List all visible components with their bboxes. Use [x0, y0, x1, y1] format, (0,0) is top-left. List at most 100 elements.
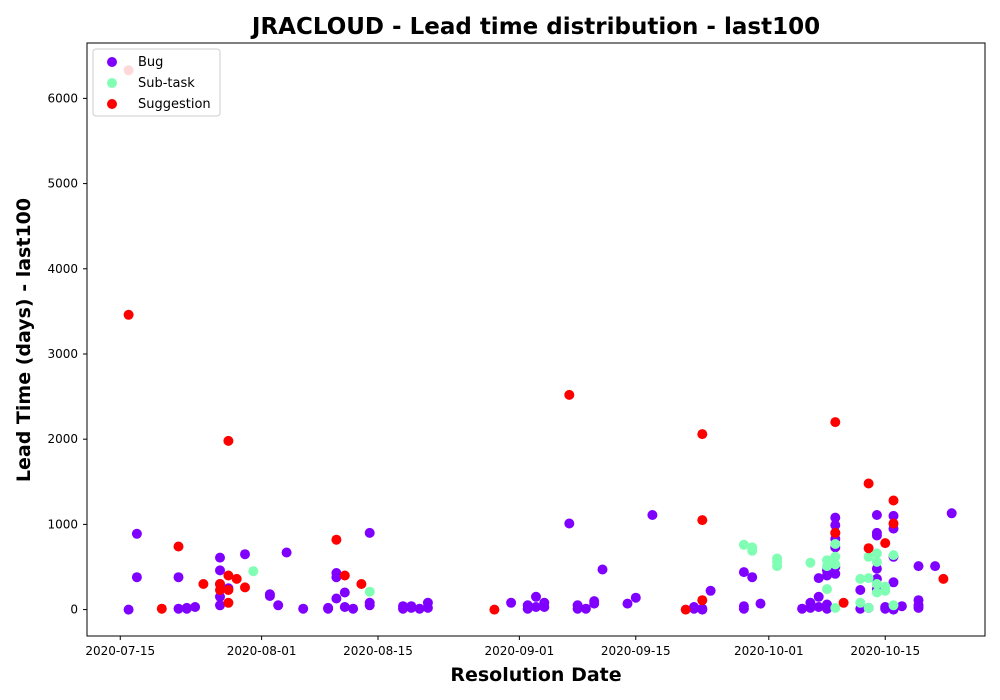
data-point — [830, 539, 841, 549]
data-point — [871, 548, 882, 559]
data-point — [813, 602, 824, 612]
data-point — [364, 527, 375, 538]
data-point — [689, 603, 699, 614]
data-point — [697, 604, 708, 615]
data-point — [697, 595, 708, 606]
data-point — [506, 597, 517, 608]
x-tick-label: 2020-09-01 — [484, 644, 554, 658]
data-point — [888, 577, 899, 588]
data-point — [830, 527, 841, 538]
data-point — [697, 429, 708, 440]
data-point — [863, 551, 874, 562]
data-point — [248, 566, 259, 577]
data-point — [173, 603, 184, 614]
data-point — [156, 603, 167, 614]
data-point — [589, 598, 600, 609]
data-point — [913, 561, 924, 572]
y-tick-label: 0 — [70, 603, 78, 617]
data-point — [572, 603, 583, 614]
data-point — [871, 530, 882, 541]
y-tick-label: 6000 — [47, 91, 78, 105]
x-axis-ticks: 2020-07-15 2020-08-01 2020-08-15 2020-09-01… — [85, 636, 920, 658]
data-point — [489, 604, 500, 615]
y-tick-label: 1000 — [47, 517, 78, 531]
legend-label: Bug — [138, 55, 163, 70]
data-point — [215, 552, 225, 563]
data-point — [331, 593, 342, 604]
data-point — [215, 565, 225, 576]
data-point — [647, 510, 658, 520]
data-point — [747, 545, 758, 556]
data-point — [855, 585, 866, 595]
data-point — [755, 598, 766, 609]
data-point — [522, 603, 533, 614]
data-point — [131, 572, 142, 583]
data-point — [871, 510, 882, 520]
data-point — [348, 603, 359, 614]
data-point — [531, 591, 541, 602]
data-point — [680, 604, 691, 615]
data-point — [880, 585, 891, 596]
data-point — [414, 603, 425, 614]
legend-marker — [107, 57, 117, 67]
data-point — [888, 600, 899, 611]
data-point — [830, 520, 841, 531]
data-point — [880, 603, 891, 614]
data-point — [580, 603, 591, 614]
data-point — [913, 595, 924, 606]
data-point — [863, 478, 874, 489]
data-point — [913, 602, 924, 613]
data-point — [747, 572, 758, 583]
data-point — [738, 567, 749, 578]
data-point — [123, 309, 134, 320]
data-point — [123, 604, 134, 615]
data-point — [863, 602, 874, 613]
data-point — [630, 592, 641, 603]
data-point — [830, 512, 841, 523]
data-point — [264, 591, 275, 601]
data-point — [813, 591, 824, 602]
data-point — [281, 547, 292, 558]
data-point — [622, 598, 633, 609]
legend-marker — [107, 78, 117, 88]
legend-label: Sub-task — [138, 76, 195, 91]
data-point — [697, 515, 708, 526]
plot-area-frame — [86, 42, 986, 637]
data-point — [406, 601, 417, 612]
data-point — [738, 539, 749, 550]
data-point — [564, 518, 575, 529]
data-point — [738, 603, 749, 614]
data-point — [339, 570, 350, 581]
data-point — [531, 602, 541, 612]
series-sub-task — [248, 539, 899, 613]
data-point — [173, 541, 184, 552]
data-point — [223, 570, 234, 581]
x-tick-label: 2020-10-01 — [734, 644, 804, 658]
y-tick-label: 2000 — [47, 432, 78, 446]
data-point — [930, 561, 941, 572]
data-point — [339, 587, 350, 598]
data-point — [223, 585, 234, 595]
data-point — [422, 597, 433, 608]
x-tick-label: 2020-09-15 — [601, 644, 671, 658]
data-point — [797, 603, 808, 614]
data-point — [855, 597, 866, 608]
data-point — [805, 557, 816, 568]
data-point — [888, 518, 899, 529]
data-point — [240, 549, 250, 560]
data-point — [331, 534, 342, 545]
data-point — [331, 572, 342, 583]
x-tick-label: 2020-10-15 — [850, 644, 920, 658]
data-point — [830, 559, 841, 570]
data-point — [223, 435, 234, 446]
data-point — [564, 389, 575, 400]
data-point — [830, 568, 841, 579]
y-tick-label: 5000 — [47, 177, 78, 191]
legend-label: Suggestion — [138, 97, 211, 112]
data-point — [356, 579, 367, 589]
x-tick-label: 2020-07-15 — [85, 644, 155, 658]
y-tick-label: 3000 — [47, 347, 78, 361]
data-point — [822, 603, 832, 614]
x-axis-title: Resolution Date — [450, 664, 621, 686]
